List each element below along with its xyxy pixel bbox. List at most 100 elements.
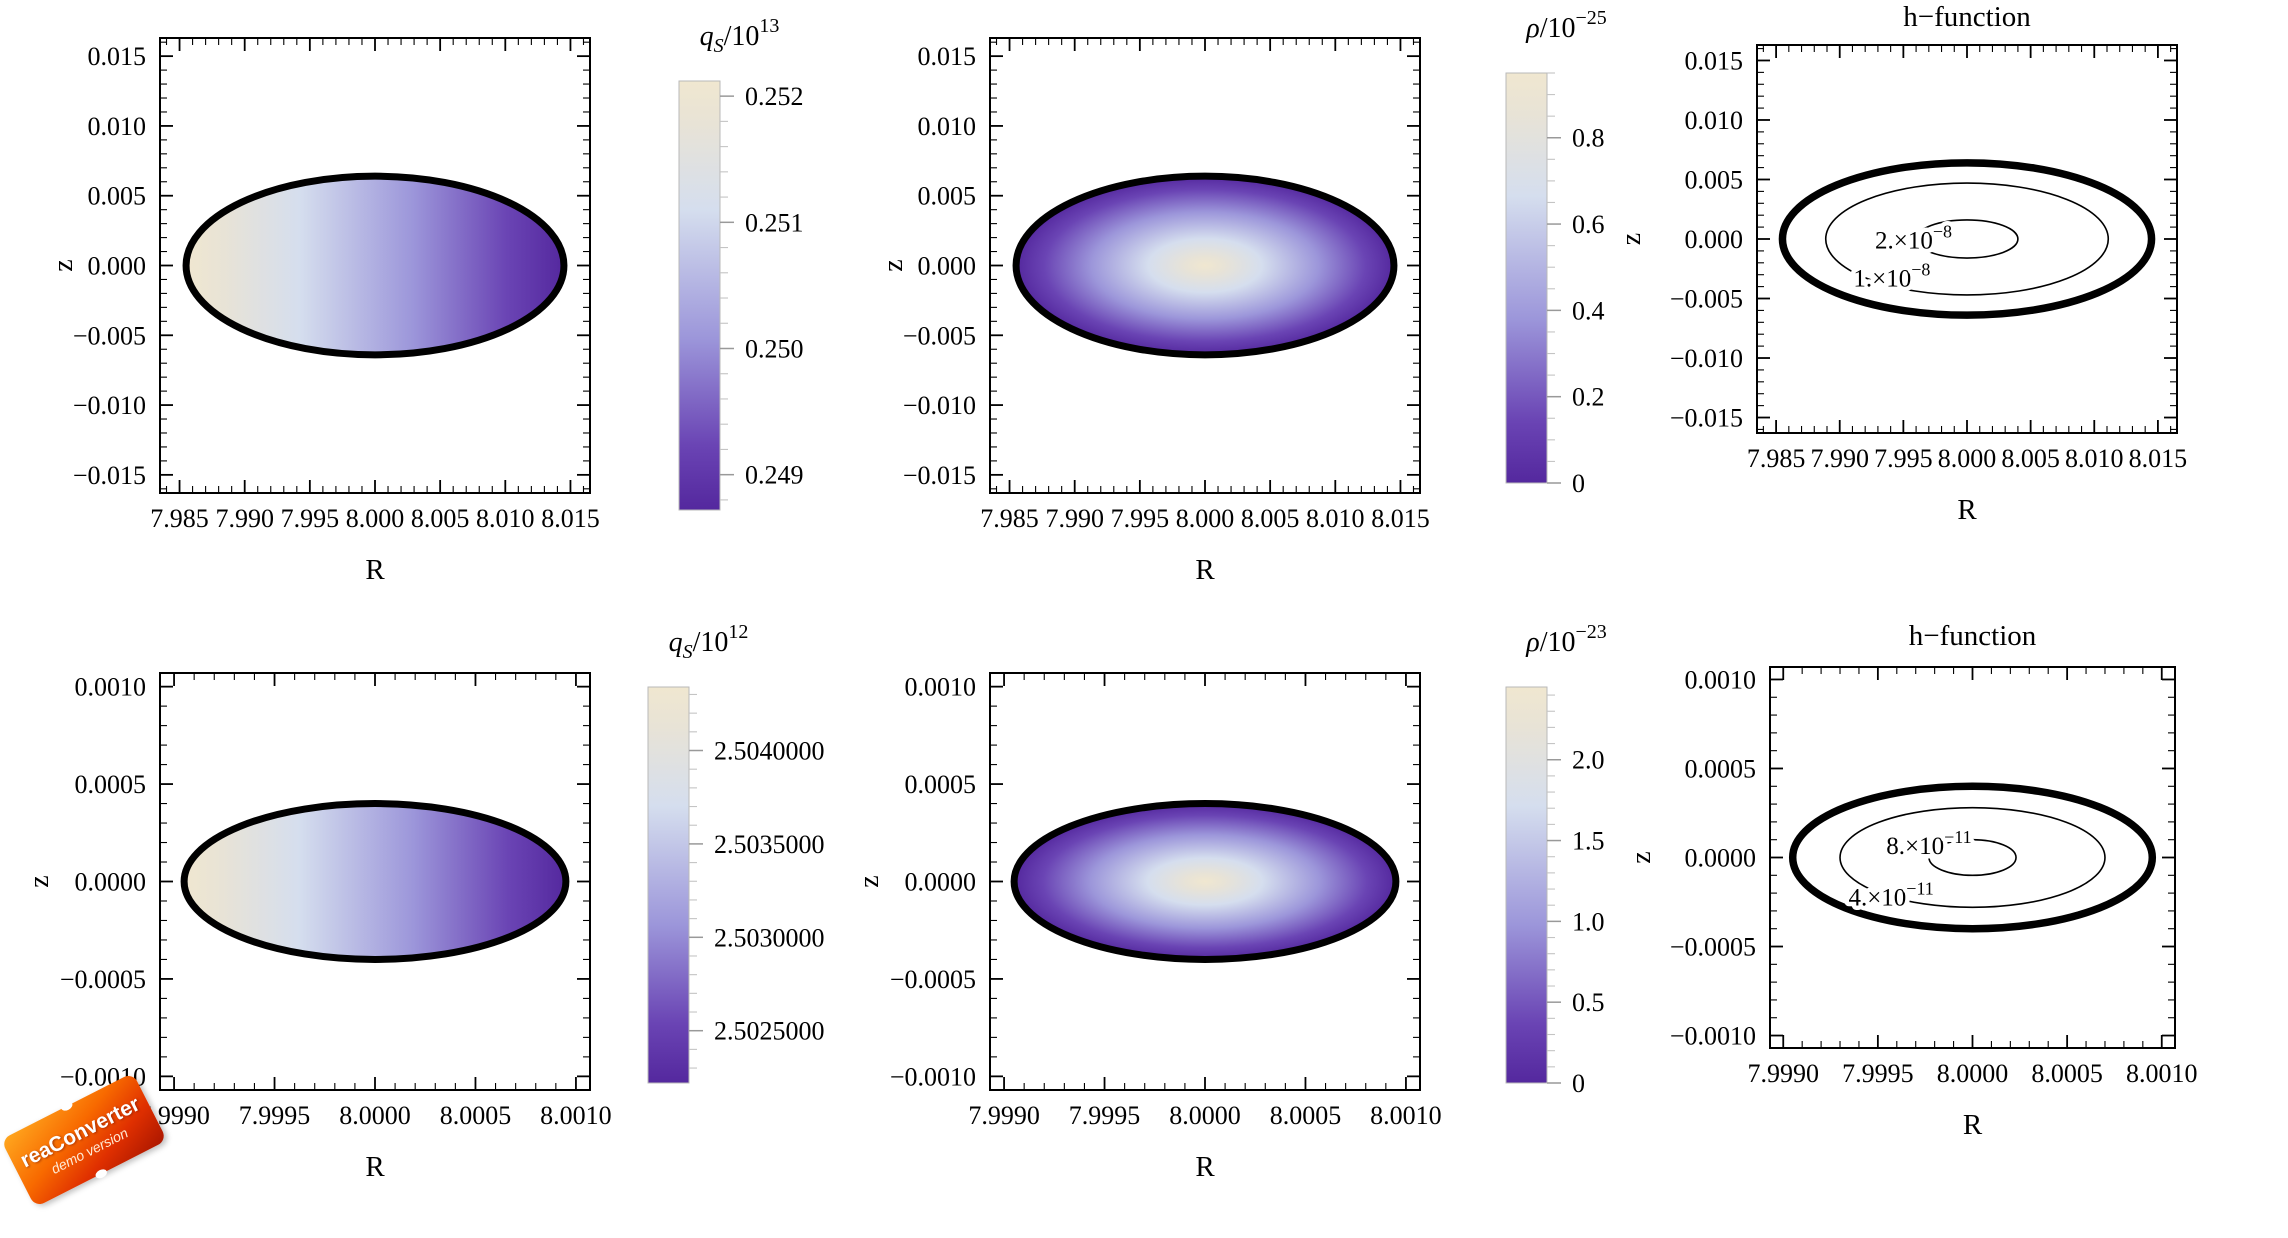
svg-text:−0.015: −0.015 bbox=[903, 461, 976, 490]
axis-ticks bbox=[990, 38, 1420, 493]
colorbar-title: ρ/10−23 bbox=[1525, 621, 1607, 658]
svg-text:0.010: 0.010 bbox=[918, 112, 977, 141]
y-axis-label: z bbox=[1626, 851, 1657, 863]
x-tick-labels: 7.9990 7.9995 8.0000 8.0005 8.0010 bbox=[1747, 1059, 2197, 1088]
svg-text:0.0010: 0.0010 bbox=[75, 673, 147, 702]
x-axis-label: R bbox=[1195, 1151, 1215, 1183]
svg-text:0.252: 0.252 bbox=[745, 82, 804, 111]
colorbar: 0.252 0.251 0.250 0.249 qS/1013 bbox=[678, 15, 804, 511]
svg-text:7.990: 7.990 bbox=[215, 504, 274, 533]
plot-frame bbox=[1769, 666, 2176, 1049]
colorbar-minor-ticks bbox=[1547, 694, 1555, 1068]
axis-ticks bbox=[160, 38, 590, 493]
y-tick-labels: 0.0010 0.0005 0.0000 −0.0005 −0.0010 bbox=[890, 673, 976, 1092]
svg-text:0.005: 0.005 bbox=[918, 182, 977, 211]
x-tick-labels: 7.985 7.990 7.995 8.000 8.005 8.010 8.015 bbox=[150, 504, 599, 533]
svg-text:−0.010: −0.010 bbox=[1670, 344, 1743, 373]
svg-text:7.9995: 7.9995 bbox=[1842, 1059, 1914, 1088]
svg-text:7.9990: 7.9990 bbox=[968, 1101, 1040, 1130]
panel-qs-bottom: 7.9990 7.9995 8.0000 8.0005 8.0010 0.0010 0.00… bbox=[24, 621, 825, 1183]
panel-qs-top: 7.985 7.990 7.995 8.000 8.005 8.010 8.015 0.015… bbox=[48, 15, 804, 586]
svg-text:0.0010: 0.0010 bbox=[1685, 665, 1757, 694]
svg-text:0.010: 0.010 bbox=[88, 112, 147, 141]
svg-text:7.995: 7.995 bbox=[281, 504, 340, 533]
density-ellipse bbox=[182, 172, 568, 359]
panel-h-bottom: 4.×10−11 8.×10−11 h−function 7.9990 7.9995 8.… bbox=[1626, 620, 2198, 1141]
colorbar-gradient bbox=[1505, 686, 1548, 1084]
svg-text:1.5: 1.5 bbox=[1572, 827, 1605, 856]
svg-text:0.0010: 0.0010 bbox=[905, 673, 977, 702]
boundary-contour bbox=[1778, 159, 2156, 319]
svg-text:0.0005: 0.0005 bbox=[905, 770, 977, 799]
svg-text:8.000: 8.000 bbox=[1176, 504, 1235, 533]
svg-text:8.010: 8.010 bbox=[476, 504, 535, 533]
svg-text:−0.0005: −0.0005 bbox=[60, 965, 146, 994]
colorbar-gradient bbox=[678, 80, 721, 511]
x-axis-label: R bbox=[1957, 494, 1977, 526]
svg-text:0.000: 0.000 bbox=[88, 252, 147, 281]
svg-text:2.5030000: 2.5030000 bbox=[714, 923, 825, 952]
svg-text:0.251: 0.251 bbox=[745, 208, 804, 237]
h-contour bbox=[1915, 219, 2019, 259]
svg-text:7.995: 7.995 bbox=[1111, 504, 1170, 533]
y-axis-label: z bbox=[1616, 233, 1647, 245]
density-ellipse bbox=[180, 800, 570, 963]
svg-text:8.005: 8.005 bbox=[1241, 504, 1300, 533]
svg-text:−0.0010: −0.0010 bbox=[1670, 1022, 1756, 1051]
h-contour bbox=[1928, 838, 2017, 877]
x-tick-labels: 7.9990 7.9995 8.0000 8.0005 8.0010 bbox=[138, 1101, 611, 1130]
svg-text:0.0000: 0.0000 bbox=[1685, 844, 1757, 873]
svg-text:7.990: 7.990 bbox=[1810, 444, 1869, 473]
panel-title: h−function bbox=[1903, 1, 2031, 33]
svg-text:7.990: 7.990 bbox=[1045, 504, 1104, 533]
contour-label: 1.×10−8 bbox=[1853, 260, 1930, 293]
colorbar-minor-ticks bbox=[1547, 72, 1555, 462]
h-contour bbox=[1839, 806, 2106, 909]
colorbar-minor-ticks bbox=[720, 120, 728, 501]
svg-text:0.015: 0.015 bbox=[88, 42, 147, 71]
density-ellipse bbox=[1010, 800, 1400, 963]
y-tick-labels: 0.015 0.010 0.005 0.000 −0.005 −0.010 −0.015 bbox=[73, 42, 146, 490]
x-axis-label: R bbox=[365, 554, 385, 586]
colorbar-title: qS/1013 bbox=[700, 15, 780, 57]
svg-text:0.0000: 0.0000 bbox=[75, 868, 147, 897]
panel-rho-top: 7.985 7.990 7.995 8.000 8.005 8.010 8.0150.015… bbox=[878, 7, 1607, 586]
svg-text:0.015: 0.015 bbox=[918, 42, 977, 71]
svg-text:0.005: 0.005 bbox=[88, 182, 147, 211]
svg-text:2.0: 2.0 bbox=[1572, 746, 1605, 775]
svg-text:0.010: 0.010 bbox=[1685, 106, 1744, 135]
x-tick-labels: 7.9990 7.9995 8.0000 8.0005 8.0010 bbox=[968, 1101, 1441, 1130]
colorbar-ticks bbox=[1547, 758, 1561, 1084]
y-axis-label: z bbox=[854, 875, 885, 887]
y-tick-labels: 0.0010 0.0005 0.0000 −0.0005 −0.0010 bbox=[1670, 665, 1756, 1050]
contour-lines bbox=[1788, 782, 2157, 933]
svg-text:0.250: 0.250 bbox=[745, 334, 804, 363]
svg-text:8.0010: 8.0010 bbox=[2126, 1059, 2198, 1088]
axis-minor-ticks bbox=[990, 673, 1420, 1090]
svg-text:0.6: 0.6 bbox=[1572, 210, 1605, 239]
y-axis-label: z bbox=[48, 259, 79, 271]
colorbar-title: ρ/10−25 bbox=[1525, 7, 1607, 44]
axis-minor-ticks bbox=[990, 38, 1420, 493]
svg-text:8.000: 8.000 bbox=[1938, 444, 1997, 473]
svg-text:7.9995: 7.9995 bbox=[1069, 1101, 1141, 1130]
svg-text:0.5: 0.5 bbox=[1572, 988, 1605, 1017]
svg-text:8.000: 8.000 bbox=[346, 504, 405, 533]
svg-text:7.9990: 7.9990 bbox=[1747, 1059, 1819, 1088]
colorbar-minor-ticks bbox=[689, 693, 697, 1069]
contour-label: 2.×10−8 bbox=[1875, 222, 1952, 255]
svg-text:8.0005: 8.0005 bbox=[2031, 1059, 2103, 1088]
svg-text:7.995: 7.995 bbox=[1874, 444, 1933, 473]
svg-text:0.0005: 0.0005 bbox=[75, 770, 147, 799]
svg-text:−0.015: −0.015 bbox=[1670, 404, 1743, 433]
svg-text:0.2: 0.2 bbox=[1572, 383, 1605, 412]
svg-text:8.010: 8.010 bbox=[2065, 444, 2124, 473]
svg-text:−0.015: −0.015 bbox=[73, 461, 146, 490]
axis-minor-ticks bbox=[1757, 45, 2177, 433]
svg-text:0.249: 0.249 bbox=[745, 461, 804, 490]
axis-minor-ticks bbox=[160, 673, 590, 1090]
y-axis-label: z bbox=[878, 259, 909, 271]
svg-text:2.5035000: 2.5035000 bbox=[714, 830, 825, 859]
svg-text:0.000: 0.000 bbox=[1685, 225, 1744, 254]
